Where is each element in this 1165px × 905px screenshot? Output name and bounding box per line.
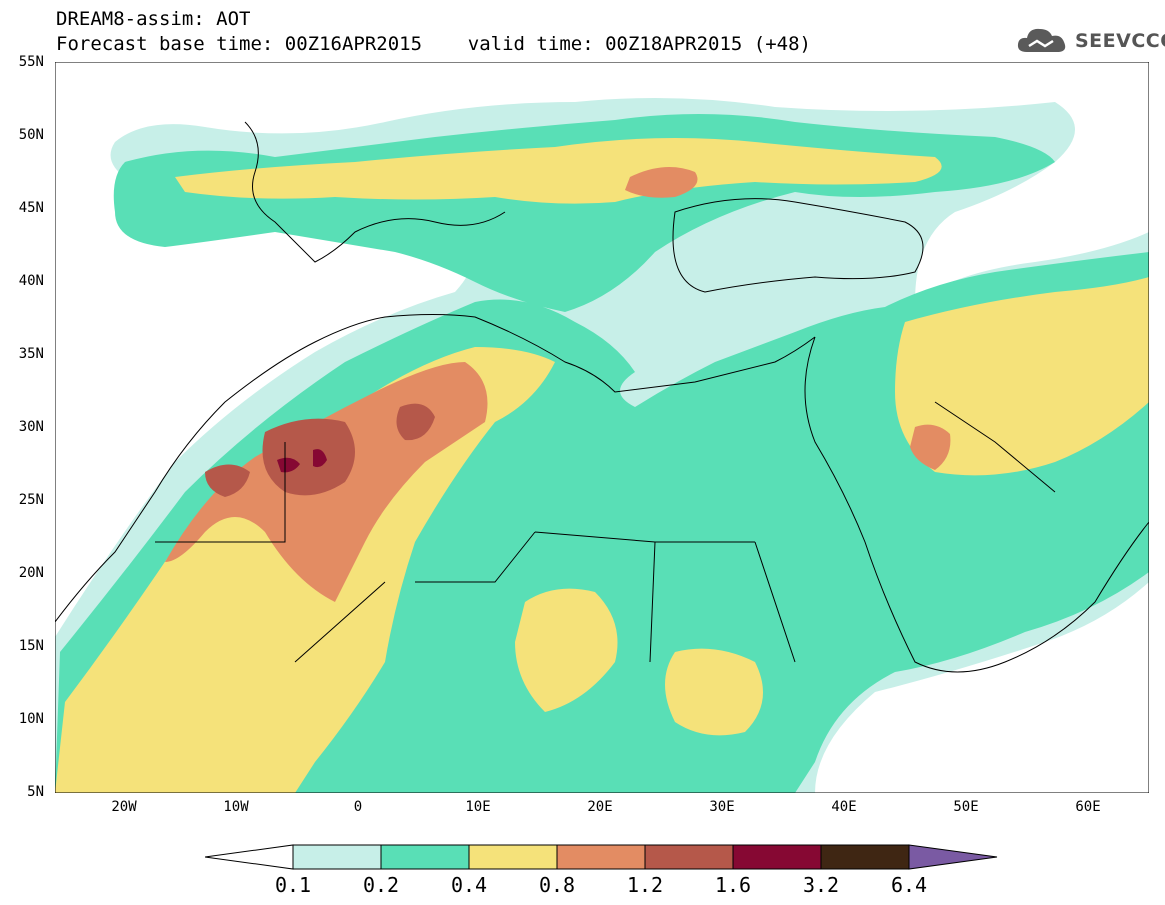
aot-band-1-6 [277,449,327,473]
forecast-time-subtitle: Forecast base time: 00Z16APR2015 valid t… [56,33,811,55]
lat-label-40n: 40N [18,273,44,289]
lon-label-60e: 60E [1075,799,1101,815]
seevccc-logo: SEEVCCC [1015,22,1165,58]
colorbar-swatch-1-6 [732,844,822,870]
colorbar-low-triangle [205,844,294,870]
lat-label-5n: 5N [27,784,44,800]
lat-label-25n: 25N [18,492,44,508]
lat-label-55n: 55N [18,54,44,70]
aot-band-0-8 [165,167,951,602]
lon-label-10e: 10E [465,799,491,815]
lat-label-50n: 50N [18,127,44,143]
colorbar-swatch-1-2 [644,844,734,870]
logo-text: SEEVCCC [1075,30,1165,52]
colorbar-label-1-2: 1.2 [626,873,664,897]
colorbar-swatch-3-2 [820,844,910,870]
coastlines [55,121,1149,673]
lat-label-15n: 15N [18,638,44,654]
lon-label-20w: 20W [111,799,137,815]
lat-label-20n: 20N [18,565,44,581]
colorbar-high-triangle [908,844,998,870]
colorbar-label-0-2: 0.2 [362,873,400,897]
lon-label-30e: 30E [709,799,735,815]
aot-band-0-4 [55,138,1149,793]
lon-label-40e: 40E [831,799,857,815]
colorbar-label-0-8: 0.8 [538,873,576,897]
lon-label-20e: 20E [587,799,613,815]
aot-colorbar [205,844,998,870]
lat-label-30n: 30N [18,419,44,435]
colorbar-swatch-0-4 [468,844,558,870]
map-title: DREAM8-assim: AOT [56,8,251,30]
colorbar-swatch-0-1 [292,844,382,870]
lat-label-35n: 35N [18,346,44,362]
aot-map [55,62,1149,793]
colorbar-label-0-4: 0.4 [450,873,488,897]
colorbar-label-6-4: 6.4 [890,873,928,897]
colorbar-label-1-6: 1.6 [714,873,752,897]
colorbar-swatch-0-2 [380,844,470,870]
colorbar-swatch-0-8 [556,844,646,870]
lat-label-10n: 10N [18,711,44,727]
lon-label-0: 0 [353,799,363,815]
lon-label-10w: 10W [223,799,249,815]
cloud-icon [1017,28,1066,52]
lon-label-50e: 50E [953,799,979,815]
lat-label-45n: 45N [18,200,44,216]
colorbar-label-3-2: 3.2 [802,873,840,897]
colorbar-label-0-1: 0.1 [274,873,312,897]
